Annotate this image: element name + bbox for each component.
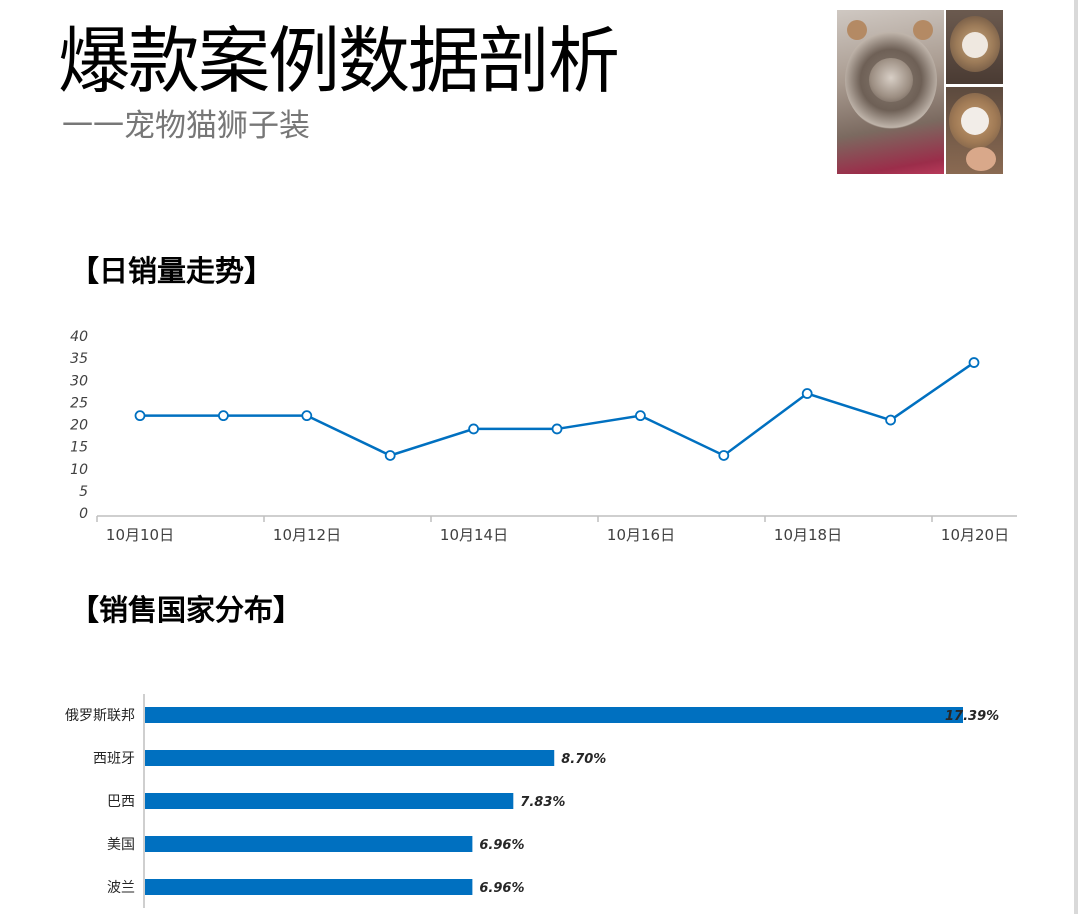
y-tick-label: 20 xyxy=(70,418,88,434)
daily-sales-heading: 【日销量走势】 xyxy=(70,254,274,288)
bar-data-label: 8.70% xyxy=(561,752,606,767)
bar-data-label: 17.39% xyxy=(945,709,999,724)
page-right-border xyxy=(1074,0,1078,914)
data-point xyxy=(217,410,229,422)
data-point xyxy=(718,450,730,461)
country-bar xyxy=(145,793,514,809)
y-tick-label: 0 xyxy=(79,506,88,522)
category-label: 俄罗斯联邦 xyxy=(65,708,135,724)
bar-data-label: 6.96% xyxy=(479,881,524,896)
y-tick-label: 10 xyxy=(70,462,88,478)
category-label: 美国 xyxy=(107,837,135,853)
data-point xyxy=(801,388,813,399)
x-tick-label: 10月14日 xyxy=(440,526,508,544)
x-tick-label: 10月16日 xyxy=(607,526,675,544)
y-tick-label: 40 xyxy=(70,329,88,345)
daily-sales-line-chart: 0 5 10 15 20 25 30 35 40 10月10日 10月12日 10月14日 10月16… xyxy=(70,329,1017,544)
data-point xyxy=(885,414,896,426)
product-photo-main xyxy=(837,10,944,174)
product-photo-bottom-right xyxy=(946,87,1003,174)
country-bar xyxy=(145,836,473,852)
data-point xyxy=(635,410,646,422)
x-tick-label: 10月10日 xyxy=(106,526,174,544)
data-point xyxy=(384,450,396,461)
bar-data-label: 6.96% xyxy=(479,838,524,853)
product-photo-top-right xyxy=(946,10,1003,84)
data-point xyxy=(134,410,146,422)
country-bar xyxy=(145,707,963,723)
country-bar xyxy=(145,750,555,766)
product-photo-collage xyxy=(837,10,1003,174)
x-tick-label: 10月12日 xyxy=(273,526,341,544)
data-point xyxy=(968,357,980,368)
data-point xyxy=(301,410,313,422)
country-bar xyxy=(145,879,473,895)
y-tick-label: 30 xyxy=(70,373,88,389)
page-subtitle: 一一宠物猫狮子装 xyxy=(62,108,310,144)
data-point xyxy=(551,423,563,435)
x-tick-label: 10月18日 xyxy=(774,526,842,544)
category-label: 西班牙 xyxy=(93,751,135,767)
y-tick-label: 35 xyxy=(70,351,88,367)
page-title: 爆款案例数据剖析 xyxy=(58,19,620,103)
x-tick-label: 10月20日 xyxy=(941,526,1009,544)
bar-data-label: 7.83% xyxy=(520,795,565,810)
data-point xyxy=(468,423,480,435)
y-tick-label: 25 xyxy=(70,395,88,411)
y-tick-label: 15 xyxy=(70,440,88,456)
y-tick-label: 5 xyxy=(79,484,88,500)
category-label: 波兰 xyxy=(107,880,135,896)
country-distribution-heading: 【销售国家分布】 xyxy=(70,593,303,627)
category-label: 巴西 xyxy=(107,794,135,810)
